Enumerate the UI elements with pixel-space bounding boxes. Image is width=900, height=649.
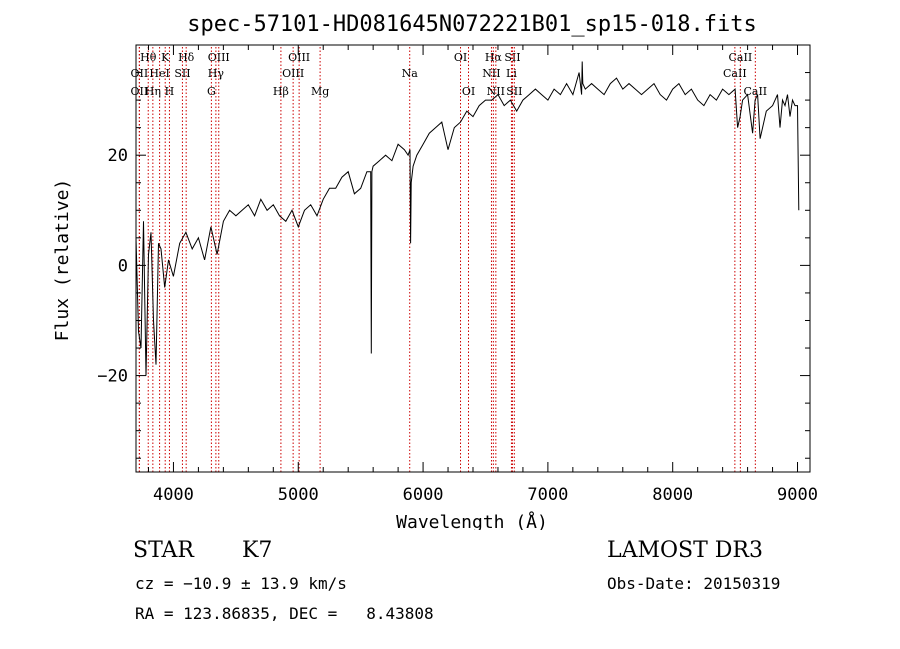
x-tick-label: 5000 [278, 485, 319, 505]
y-axis-label: Flux (relative) [52, 179, 73, 342]
line-label: CaII [743, 85, 767, 98]
line-label: OIII [288, 51, 310, 64]
line-label: Hα [485, 51, 503, 64]
plot-frame [135, 44, 811, 473]
line-label: SII [504, 51, 520, 64]
spectrum-line [135, 61, 800, 376]
x-tick-label: 8000 [652, 485, 693, 505]
chart-title: spec-57101-HD081645N072221B01_sp15-018.f… [187, 12, 757, 37]
subclass: K7 [242, 538, 273, 563]
line-label: Hβ [273, 85, 289, 98]
line-label: HeI [149, 67, 169, 80]
line-label: Hη [145, 85, 161, 98]
y-tick-label: 20 [108, 146, 128, 166]
line-label: NII [482, 67, 500, 80]
line-label: CaII [729, 51, 753, 64]
y-tick-label: 0 [118, 256, 128, 276]
line-label: Hθ [140, 51, 157, 64]
line-label: OIII [282, 67, 304, 80]
line-label: CaII [723, 67, 747, 80]
coordinates-text: RA = 123.86835, DEC = 8.43808 [135, 604, 434, 623]
line-label: OII [131, 85, 149, 98]
y-tick-label: −20 [97, 367, 128, 387]
redshift-text: cz = −10.9 ± 13.9 km/s [135, 574, 347, 593]
line-label: Li [506, 67, 517, 80]
line-label: NII [487, 85, 505, 98]
x-tick-label: 6000 [403, 485, 444, 505]
line-label: Na [402, 67, 419, 80]
line-label: SII [174, 67, 190, 80]
line-label: Mg [311, 85, 329, 98]
line-label: OI [462, 85, 475, 98]
line-label: K [161, 51, 170, 64]
line-label: H [165, 85, 175, 98]
line-label: SII [506, 85, 522, 98]
line-label: Hγ [208, 67, 225, 80]
line-label: OI [454, 51, 467, 64]
obs-date-text: Obs-Date: 20150319 [607, 574, 781, 593]
survey-label: LAMOST DR3 [607, 538, 763, 563]
line-label: OII [131, 67, 149, 80]
x-tick-label: 7000 [527, 485, 568, 505]
x-tick-label: 4000 [153, 485, 194, 505]
x-tick-label: 9000 [777, 485, 818, 505]
x-axis-label: Wavelength (Å) [396, 511, 548, 530]
line-label: Hδ [178, 51, 195, 64]
line-label: G [207, 85, 216, 98]
spectrum-plot: spec-57101-HD081645N072221B01_sp15-018.f… [52, 12, 818, 530]
line-label: OIII [208, 51, 230, 64]
object-class: STAR [133, 538, 194, 563]
